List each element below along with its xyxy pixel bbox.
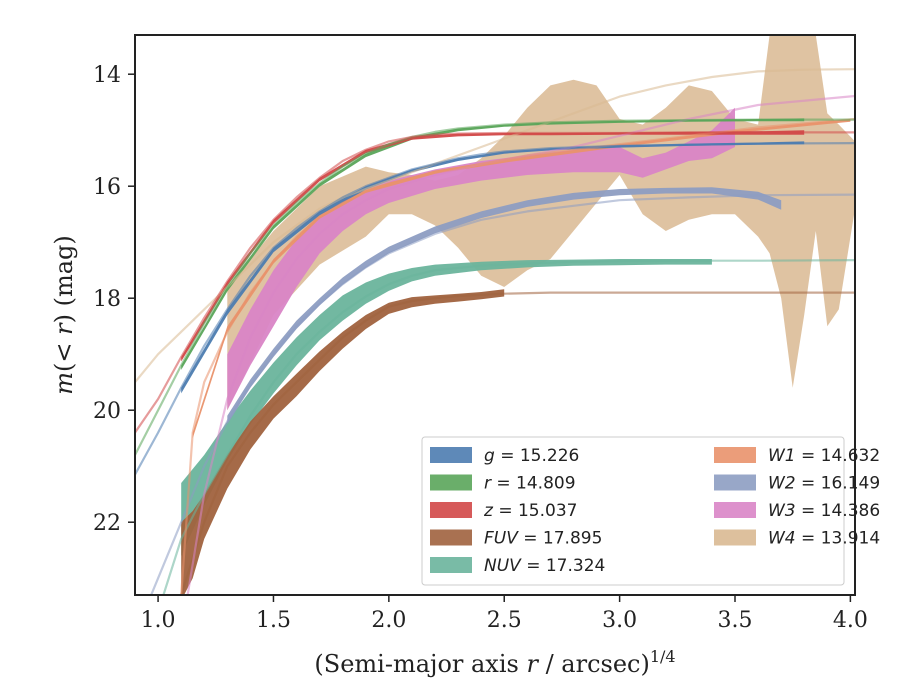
band-w3: [227, 107, 736, 411]
legend-item-r: r = 14.809: [430, 474, 576, 494]
legend-swatch: [714, 529, 756, 546]
y-tick-label: 20: [93, 399, 121, 424]
band-fuv: [181, 289, 505, 595]
y-tick-label: 16: [93, 175, 121, 200]
model-curve-w1: [180, 117, 855, 595]
legend-swatch: [430, 502, 472, 518]
legend-label: g = 15.226: [484, 446, 579, 466]
legend-item-w1: W1 = 14.632: [714, 446, 880, 466]
legend-item-nuv: NUV = 17.324: [430, 556, 605, 576]
legend-item-w3: W3 = 14.386: [714, 501, 880, 521]
band-g: [181, 141, 805, 394]
legend: g = 15.226 r = 14.809 z = 15.037 FUV = 17.8…: [421, 436, 880, 586]
legend-label: r = 14.809: [484, 474, 576, 494]
band-w4: [227, 35, 855, 411]
x-tick-label: 3.0: [602, 608, 637, 633]
x-tick-label: 2.0: [371, 608, 406, 633]
legend-swatch: [430, 474, 472, 491]
model-curve-w4: [135, 68, 855, 383]
y-tick-label: 18: [93, 287, 121, 312]
model-curve-z: [135, 131, 855, 434]
x-tick-label: 2.5: [487, 608, 522, 633]
plot-frame: [134, 34, 856, 596]
x-tick-label: 4.0: [833, 608, 868, 633]
legend-label: W4 = 13.914: [768, 529, 880, 549]
legend-label: W1 = 14.632: [768, 446, 880, 466]
legend-label: W3 = 14.386: [768, 501, 880, 521]
band-nuv: [181, 259, 712, 556]
legend-box: [421, 436, 845, 586]
legend-label: NUV = 17.324: [484, 556, 605, 576]
legend-swatch: [430, 529, 472, 546]
model-curve-w2: [149, 193, 855, 595]
x-tick-label: 1.0: [141, 608, 176, 633]
x-tick-label: 1.5: [256, 608, 291, 633]
legend-item-g: g = 15.226: [430, 446, 579, 466]
model-curve-fuv: [179, 291, 855, 595]
legend-swatch: [430, 447, 472, 463]
legend-swatch: [430, 557, 472, 573]
legend-item-z: z = 15.037: [430, 501, 577, 521]
x-axis-label: (Semi-major axis r / arcsec)1/4: [314, 647, 675, 678]
legend-item-w4: W4 = 13.914: [714, 529, 880, 549]
legend-label: W2 = 16.149: [768, 474, 880, 494]
legend-item-w2: W2 = 16.149: [714, 474, 880, 494]
legend-label: z = 15.037: [483, 501, 577, 521]
axis-ticks: 1.0 1.5 2.0 2.5 3.0 3.5 4.0 14 16 18 20 22: [93, 63, 868, 633]
y-tick-label: 14: [93, 63, 121, 88]
plot-area: [135, 35, 855, 595]
legend-swatch: [714, 502, 756, 518]
model-curve-nuv: [162, 259, 855, 595]
legend-swatch: [714, 474, 756, 491]
legend-item-fuv: FUV = 17.895: [430, 529, 602, 549]
legend-swatch: [714, 447, 756, 463]
model-curve-r: [135, 118, 855, 456]
y-tick-label: 22: [93, 511, 121, 536]
legend-label: FUV = 17.895: [484, 529, 602, 549]
model-curve-g: [135, 142, 855, 476]
y-axis-label: m(< r) (mag): [50, 235, 78, 395]
x-tick-label: 3.5: [718, 608, 753, 633]
